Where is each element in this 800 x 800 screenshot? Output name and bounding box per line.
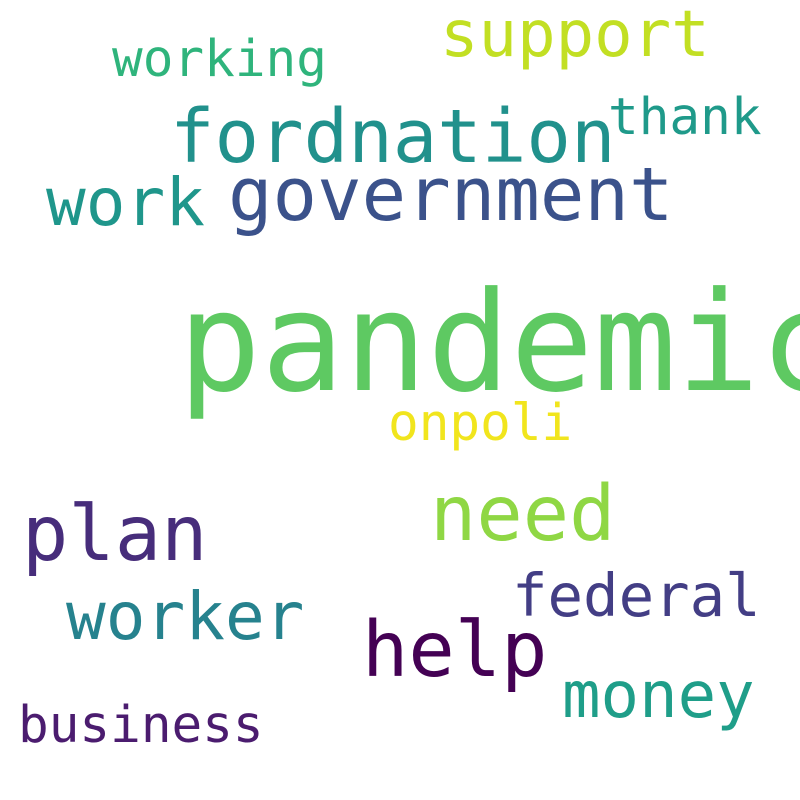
word-business: business (18, 696, 264, 755)
word-thank: thank (608, 88, 762, 147)
word-support: support (440, 0, 710, 72)
word-government: government (228, 152, 674, 238)
word-need: need (430, 470, 616, 559)
word-federal: federal (512, 561, 761, 630)
word-onpoli: onpoli (388, 394, 573, 453)
word-work: work (46, 164, 205, 241)
word-plan: plan (22, 490, 208, 579)
word-pandemic: pandemic (178, 262, 800, 423)
word-working: working (112, 30, 327, 89)
word-money: money (562, 659, 755, 733)
word-help: help (362, 606, 548, 695)
word-worker: worker (66, 578, 305, 655)
word-fordnation: fordnation (170, 94, 616, 180)
